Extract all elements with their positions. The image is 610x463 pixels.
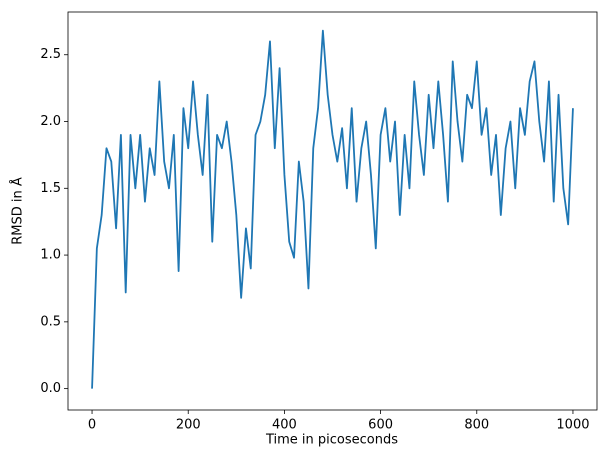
data-line: [91, 29, 574, 389]
x-tick-label: 1000: [556, 418, 589, 433]
y-tick-label: 2.5: [40, 47, 61, 62]
x-axis-label: Time in picoseconds: [265, 433, 398, 448]
plot-frame: [67, 11, 598, 411]
x-tick-label: 0: [88, 418, 96, 433]
y-tick-label: 2.0: [40, 114, 61, 129]
y-tick-label: 0.5: [40, 314, 61, 329]
x-tick-label: 200: [176, 418, 201, 433]
x-tick-label: 400: [272, 418, 297, 433]
y-tick-label: 1.5: [40, 181, 61, 196]
x-tick-label: 600: [368, 418, 393, 433]
y-tick-label: 0.0: [40, 381, 61, 396]
x-tick-label: 800: [464, 418, 489, 433]
y-tick-label: 1.0: [40, 248, 61, 263]
y-axis-label: RMSD in Å: [10, 177, 26, 245]
